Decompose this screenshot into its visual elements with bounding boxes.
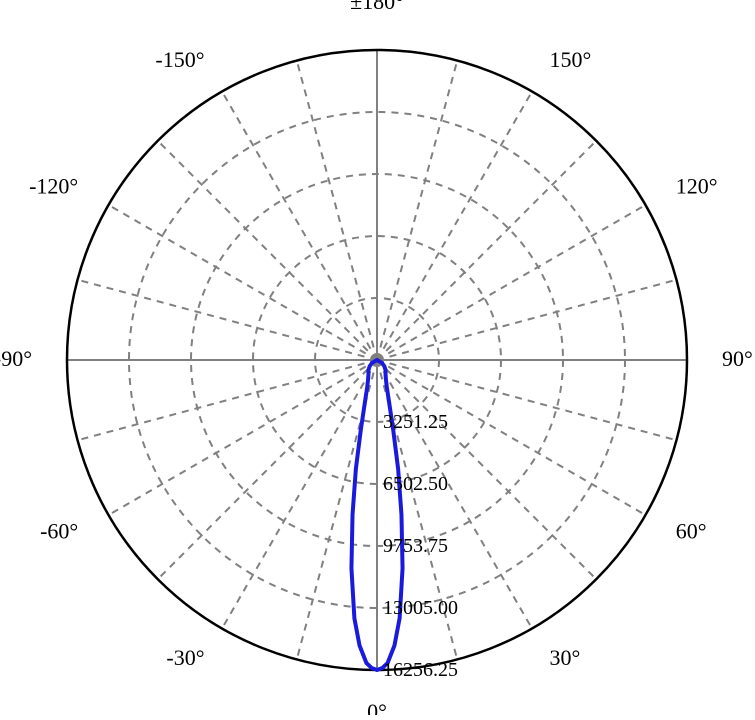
radial-label: 6502.50: [383, 473, 448, 495]
angle-label: -60°: [40, 519, 78, 544]
grid-spoke: [158, 141, 377, 360]
polar-svg: 3251.25 6502.50 9753.75 13005.00 16256.25 0° 3…: [0, 0, 755, 715]
grid-spoke: [377, 141, 596, 360]
grid-spoke: [377, 92, 532, 360]
angle-label: 150°: [550, 47, 592, 72]
grid-spoke: [297, 61, 377, 360]
angle-label: 0°: [367, 699, 387, 715]
grid-spoke: [109, 205, 377, 360]
angle-label: -90°: [0, 346, 32, 371]
grid-spoke: [377, 61, 457, 360]
angle-label: -30°: [166, 645, 204, 670]
angle-label: -150°: [155, 47, 204, 72]
angle-label: 30°: [550, 645, 581, 670]
grid-spoke: [377, 280, 676, 360]
grid-spoke: [222, 92, 377, 360]
angle-label: ±180°: [350, 0, 404, 14]
angle-label: -120°: [29, 174, 78, 199]
grid-spoke: [78, 360, 377, 440]
grid-spoke: [158, 360, 377, 579]
radial-label: 16256.25: [383, 659, 458, 681]
radial-label: 13005.00: [383, 597, 458, 619]
angle-label: 120°: [676, 174, 718, 199]
radial-label: 3251.25: [383, 411, 448, 433]
polar-chart: 3251.25 6502.50 9753.75 13005.00 16256.25 0° 3…: [0, 0, 755, 715]
radial-label: 9753.75: [383, 535, 448, 557]
grid-spoke: [377, 205, 645, 360]
grid-spoke: [78, 280, 377, 360]
grid-spoke: [109, 360, 377, 515]
angle-label: 60°: [676, 519, 707, 544]
angle-label: 90°: [722, 346, 753, 371]
